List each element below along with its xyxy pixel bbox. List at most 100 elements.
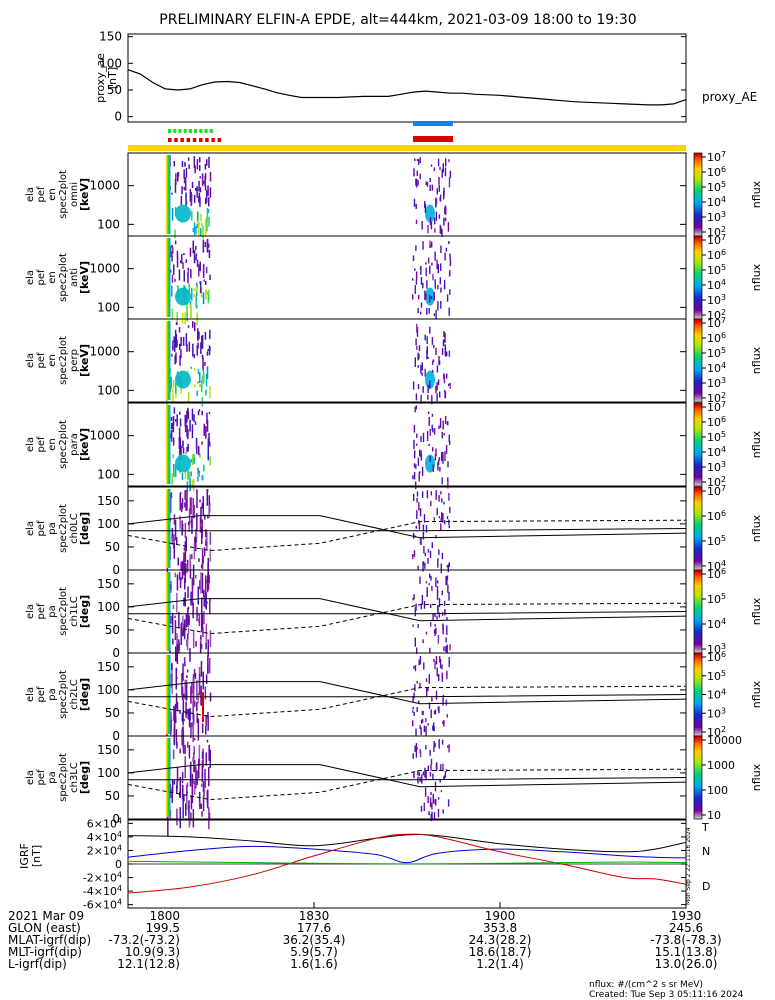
colorbar-swatch <box>694 503 702 507</box>
flux-pixel <box>176 537 178 545</box>
flux-pixel <box>425 293 427 300</box>
flux-pixel <box>430 813 432 822</box>
proxy-ae-line <box>127 69 687 106</box>
flux-pixel <box>176 593 178 613</box>
flux-pixel <box>172 422 175 433</box>
flux-pixel <box>209 171 212 182</box>
ytick-label: 1000 <box>89 345 120 359</box>
ylabel-line: omni <box>69 182 80 207</box>
flux-pixel <box>413 550 416 557</box>
colorbar-swatch <box>694 372 702 376</box>
flux-pixel <box>420 538 422 545</box>
colorbar-swatch <box>694 395 702 399</box>
flux-pixel <box>445 247 448 252</box>
flux-pixel <box>449 170 452 178</box>
ylabel-line: pef <box>36 520 47 537</box>
flux-pixel <box>175 716 177 724</box>
flux-pixel <box>201 222 203 226</box>
flux-pixel <box>186 489 188 511</box>
colorbar-swatch <box>694 219 702 222</box>
flux-pixel <box>448 350 451 357</box>
green-bar-segment <box>168 129 172 133</box>
colorbar-swatch <box>694 771 702 774</box>
colorbar-swatch <box>694 680 702 683</box>
flux-pixel <box>433 291 435 301</box>
flux-pixel <box>440 563 442 574</box>
flux-pixel <box>198 409 201 412</box>
flux-pixel <box>197 586 199 605</box>
ytick-label: 50 <box>105 623 120 637</box>
flux-pixel <box>207 446 209 461</box>
flux-pixel <box>444 416 447 424</box>
colorbar-swatch <box>694 459 702 462</box>
flux-pixel <box>192 343 194 357</box>
flux-pixel <box>182 797 184 818</box>
flux-pixel <box>208 433 210 446</box>
colorbar-swatch <box>694 425 702 429</box>
flux-pixel <box>414 450 416 459</box>
flux-pixel <box>428 583 430 586</box>
flux-pixel <box>200 644 203 649</box>
flux-pixel <box>183 557 185 576</box>
colorbar-swatch <box>694 364 702 368</box>
flux-pixel <box>203 547 206 557</box>
flux-pixel <box>432 359 435 363</box>
flux-pixel <box>425 717 427 723</box>
flux-pixel <box>181 681 183 696</box>
flux-pixel <box>412 706 414 710</box>
flux-pixel <box>175 729 178 745</box>
flux-pixel <box>179 577 182 588</box>
flux-pixel <box>436 615 438 620</box>
flux-pixel <box>430 164 433 167</box>
colorbar-swatch <box>694 256 702 260</box>
colorbar-swatch <box>694 465 702 468</box>
flux-pixel <box>192 602 194 619</box>
ephem-row-label: MLT-igrf(dip) <box>8 945 82 959</box>
colorbar-swatch <box>694 501 702 505</box>
flux-pixel <box>205 714 207 727</box>
flux-pixel <box>181 186 183 195</box>
flux-pixel <box>441 590 443 596</box>
flux-pixel <box>184 490 186 500</box>
edge-strip-line <box>169 738 171 817</box>
colorbar-swatch <box>694 411 702 414</box>
flux-pixel <box>200 660 203 677</box>
flux-pixel <box>188 813 190 828</box>
flux-pixel <box>183 169 185 179</box>
flux-pixel <box>420 436 422 442</box>
flux-pixel <box>414 665 417 672</box>
flux-pixel <box>418 659 420 666</box>
flux-pixel <box>441 169 443 178</box>
flux-pixel <box>179 748 181 754</box>
flux-pixel <box>420 394 422 404</box>
flux-pixel <box>195 528 198 540</box>
colorbar-tick-label: 103 <box>707 376 726 390</box>
flux-pixel <box>448 591 450 601</box>
flux-pixel <box>171 208 174 221</box>
flux-pixel <box>427 394 429 400</box>
colorbar-swatch <box>694 325 702 328</box>
flux-pixel <box>171 528 174 543</box>
flux-pixel <box>430 575 432 581</box>
side-stamp: Mon Sep 2 22:11:16 2024 <box>685 827 692 905</box>
flux-pixel <box>171 473 173 485</box>
colorbar-swatch <box>694 360 702 364</box>
flux-pixel <box>421 372 423 376</box>
colorbar-swatch <box>694 442 702 445</box>
ylabel-line: en <box>47 438 58 451</box>
colorbar-swatch <box>694 391 702 395</box>
flux-pixel <box>446 351 448 357</box>
flux-pixel <box>182 740 185 754</box>
colorbar-swatch <box>694 532 702 536</box>
loss-cone-line <box>127 764 687 788</box>
colorbar-label: nflux <box>750 680 763 708</box>
colorbar-swatch <box>694 308 702 312</box>
ephem-value: 177.6 <box>297 921 331 935</box>
flux-pixel <box>413 532 415 539</box>
flux-pixel <box>424 787 427 797</box>
flux-pixel <box>422 561 424 572</box>
colorbar-swatch <box>694 698 702 702</box>
flux-pixel <box>435 448 437 456</box>
